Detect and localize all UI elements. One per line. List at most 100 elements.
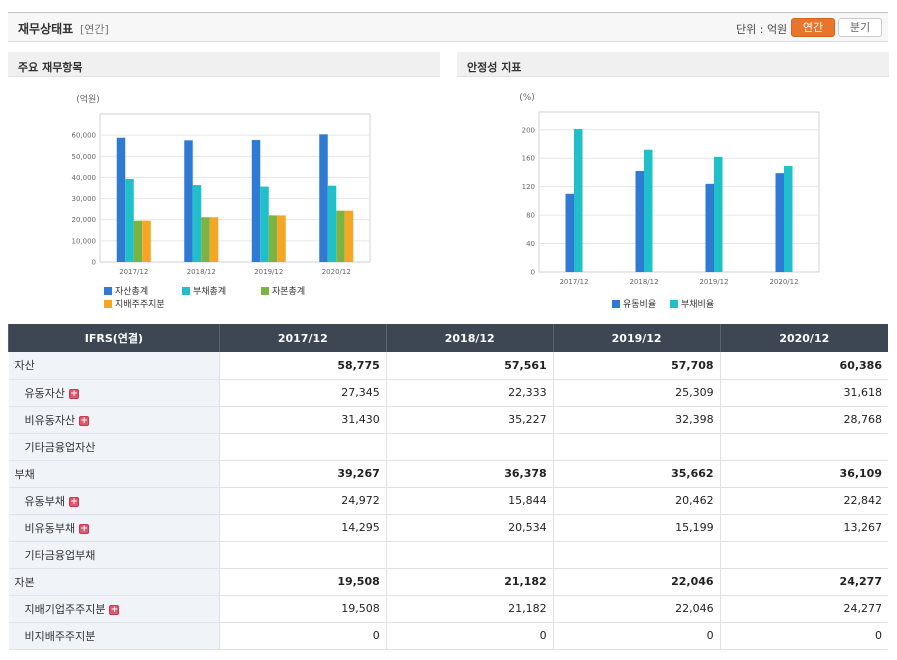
table-cell (719, 541, 888, 569)
y-tick-label: 0 (531, 269, 535, 277)
quarter-toggle-button[interactable]: 분기 (838, 18, 882, 37)
y-tick-label: 30,000 (72, 195, 97, 203)
row-label-text: 유동부채 (24, 494, 65, 508)
row-label: 비지배주주지분 (8, 622, 220, 650)
bar (319, 134, 328, 262)
bar (251, 139, 261, 262)
table-cell: 31,618 (719, 379, 888, 407)
table-cell: 25,309 (552, 379, 721, 407)
table-cell: 35,227 (385, 406, 554, 434)
table-cell: 22,333 (385, 379, 554, 407)
table-cell: 39,267 (218, 460, 387, 488)
unit-label: 단위 : 억원 (736, 23, 788, 36)
expand-plus-icon[interactable]: + (79, 415, 90, 426)
y-tick-label: 200 (522, 126, 535, 134)
table-cell: 35,662 (552, 460, 721, 488)
table-cell: 0 (552, 622, 721, 650)
legend-label: 유동비율 (623, 299, 656, 310)
legend-swatch (104, 287, 112, 295)
header-cell: 2020/12 (719, 324, 888, 352)
table-cell: 60,386 (719, 352, 888, 380)
row-label: 부채 (8, 460, 220, 488)
x-tick-label: 2017/12 (119, 268, 148, 276)
table-row: 비지배주주지분 0 0 0 0 (8, 622, 888, 650)
bar (268, 215, 278, 262)
x-tick-label: 2018/12 (187, 268, 216, 276)
header-cell: 2019/12 (552, 324, 721, 352)
table-cell (552, 541, 721, 569)
bar (133, 220, 143, 262)
expand-plus-icon[interactable]: + (68, 496, 79, 507)
y-tick-label: 0 (92, 259, 96, 267)
table-cell: 21,182 (385, 568, 554, 596)
table-cell: 28,768 (719, 406, 888, 434)
row-label-text: 지배기업주주지분 (24, 602, 106, 616)
table-cell (385, 541, 554, 569)
stability-title: 안정성 지표 (457, 52, 889, 77)
row-label: 자본 (8, 568, 220, 596)
table-row: 비유동부채 + 14,295 20,534 15,199 13,267 (8, 514, 888, 542)
table-row: 비유동자산 + 31,430 35,227 32,398 28,768 (8, 406, 888, 434)
table-cell: 15,844 (385, 487, 554, 515)
row-label: 자산 (8, 352, 220, 380)
bar (260, 186, 269, 262)
table-cell: 20,534 (385, 514, 554, 542)
table-cell: 36,109 (719, 460, 888, 488)
bar (209, 217, 219, 262)
expand-plus-icon[interactable]: + (109, 604, 120, 615)
annual-toggle-button[interactable]: 연간 (791, 18, 835, 37)
bar (277, 215, 286, 262)
legend-label: 부채비율 (681, 299, 714, 310)
table-cell: 32,398 (552, 406, 721, 434)
main-items-chart: (억원) 0 10,000 20,000 30,000 40,000 50,000 60,00… (72, 93, 371, 310)
legend-swatch (612, 300, 620, 308)
table-cell: 20,462 (552, 487, 721, 515)
table-row: 자본 19,508 21,182 22,046 24,277 (8, 568, 888, 596)
y-tick-label: 160 (522, 155, 535, 163)
bar (192, 185, 202, 262)
financial-statement-header: 재무상태표 [연간] 단위 : 억원 연간 분기 (8, 12, 888, 42)
header-cell: 2017/12 (218, 324, 387, 352)
x-tick-label: 2018/12 (629, 278, 658, 286)
table-cell: 22,842 (719, 487, 888, 515)
y-tick-label: 40 (526, 240, 535, 248)
row-label: 유동자산 + (8, 379, 220, 407)
bar (775, 173, 784, 272)
expand-plus-icon[interactable]: + (79, 523, 90, 534)
table-cell: 27,345 (218, 379, 387, 407)
page-title: 재무상태표 (18, 22, 74, 36)
table-row: 지배기업주주지분 + 19,508 21,182 22,046 24,277 (8, 595, 888, 623)
bar (714, 156, 723, 272)
table-cell: 24,277 (719, 595, 888, 623)
x-tick-label: 2019/12 (254, 268, 283, 276)
plot-frame (538, 111, 820, 273)
y-tick-label: 20,000 (72, 216, 97, 224)
y-tick-label: 50,000 (72, 153, 97, 161)
table-row: 자산 58,775 57,561 57,708 60,386 (8, 352, 888, 380)
table-cell: 22,046 (552, 595, 721, 623)
bar (574, 129, 583, 272)
y-tick-label: 60,000 (72, 132, 97, 140)
table-row: 부채 39,267 36,378 35,662 36,109 (8, 460, 888, 488)
y-tick-label: 120 (522, 183, 535, 191)
table-row: 유동자산 + 27,345 22,333 25,309 31,618 (8, 379, 888, 407)
row-label-text: 비유동자산 (24, 413, 76, 427)
row-label: 기타금융업자산 (8, 433, 220, 461)
bar (142, 220, 151, 262)
table-cell: 19,508 (218, 595, 387, 623)
bar (201, 217, 210, 262)
table-cell: 0 (719, 622, 888, 650)
x-tick-label: 2017/12 (559, 278, 588, 286)
row-label: 비유동부채 + (8, 514, 220, 542)
header-cell: IFRS(연결) (8, 324, 220, 352)
table-cell: 19,508 (218, 568, 387, 596)
bar (344, 210, 354, 262)
expand-plus-icon[interactable]: + (68, 388, 79, 399)
y-tick-label: 80 (526, 212, 535, 220)
table-cell (218, 433, 387, 461)
table-cell: 15,199 (552, 514, 721, 542)
bar (565, 193, 574, 272)
bar (184, 140, 193, 262)
legend-label: 지배주주지분 (115, 299, 165, 310)
x-tick-label: 2020/12 (322, 268, 351, 276)
